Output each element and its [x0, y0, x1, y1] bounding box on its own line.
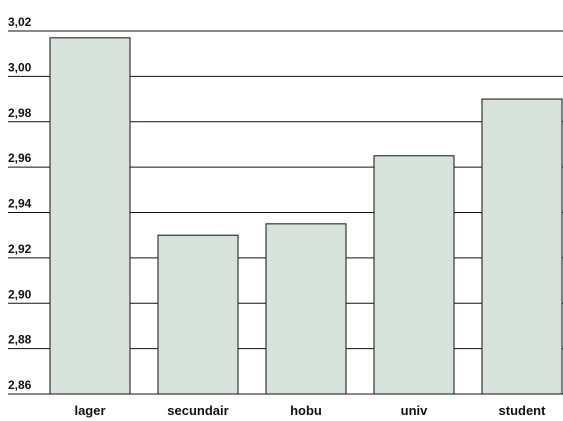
y-tick-label: 2,88	[8, 333, 32, 347]
bar-hobu	[265, 223, 347, 395]
bars	[49, 37, 563, 395]
x-category-label: student	[499, 403, 547, 418]
y-tick-label: 2,98	[8, 106, 32, 120]
y-tick-label: 3,02	[8, 15, 32, 29]
x-category-label: hobu	[290, 403, 322, 418]
y-tick-label: 2,92	[8, 242, 32, 256]
y-tick-label: 2,86	[8, 378, 32, 392]
x-category-label: lager	[74, 403, 105, 418]
x-axis-category-labels: lager secundair hobu univ student	[74, 403, 546, 418]
y-tick-label: 3,00	[8, 60, 32, 74]
bar-lager	[49, 37, 131, 395]
y-tick-label: 2,90	[8, 287, 32, 301]
y-axis-tick-labels: 2,86 2,88 2,90 2,92 2,94 2,96 2,98 3,00 3,02	[8, 15, 32, 392]
bar-univ	[373, 155, 455, 395]
x-category-label: secundair	[167, 403, 228, 418]
bar-secundair	[157, 234, 239, 395]
y-tick-label: 2,94	[8, 197, 32, 211]
y-tick-label: 2,96	[8, 151, 32, 165]
bar-student	[481, 98, 563, 395]
x-category-label: univ	[401, 403, 428, 418]
